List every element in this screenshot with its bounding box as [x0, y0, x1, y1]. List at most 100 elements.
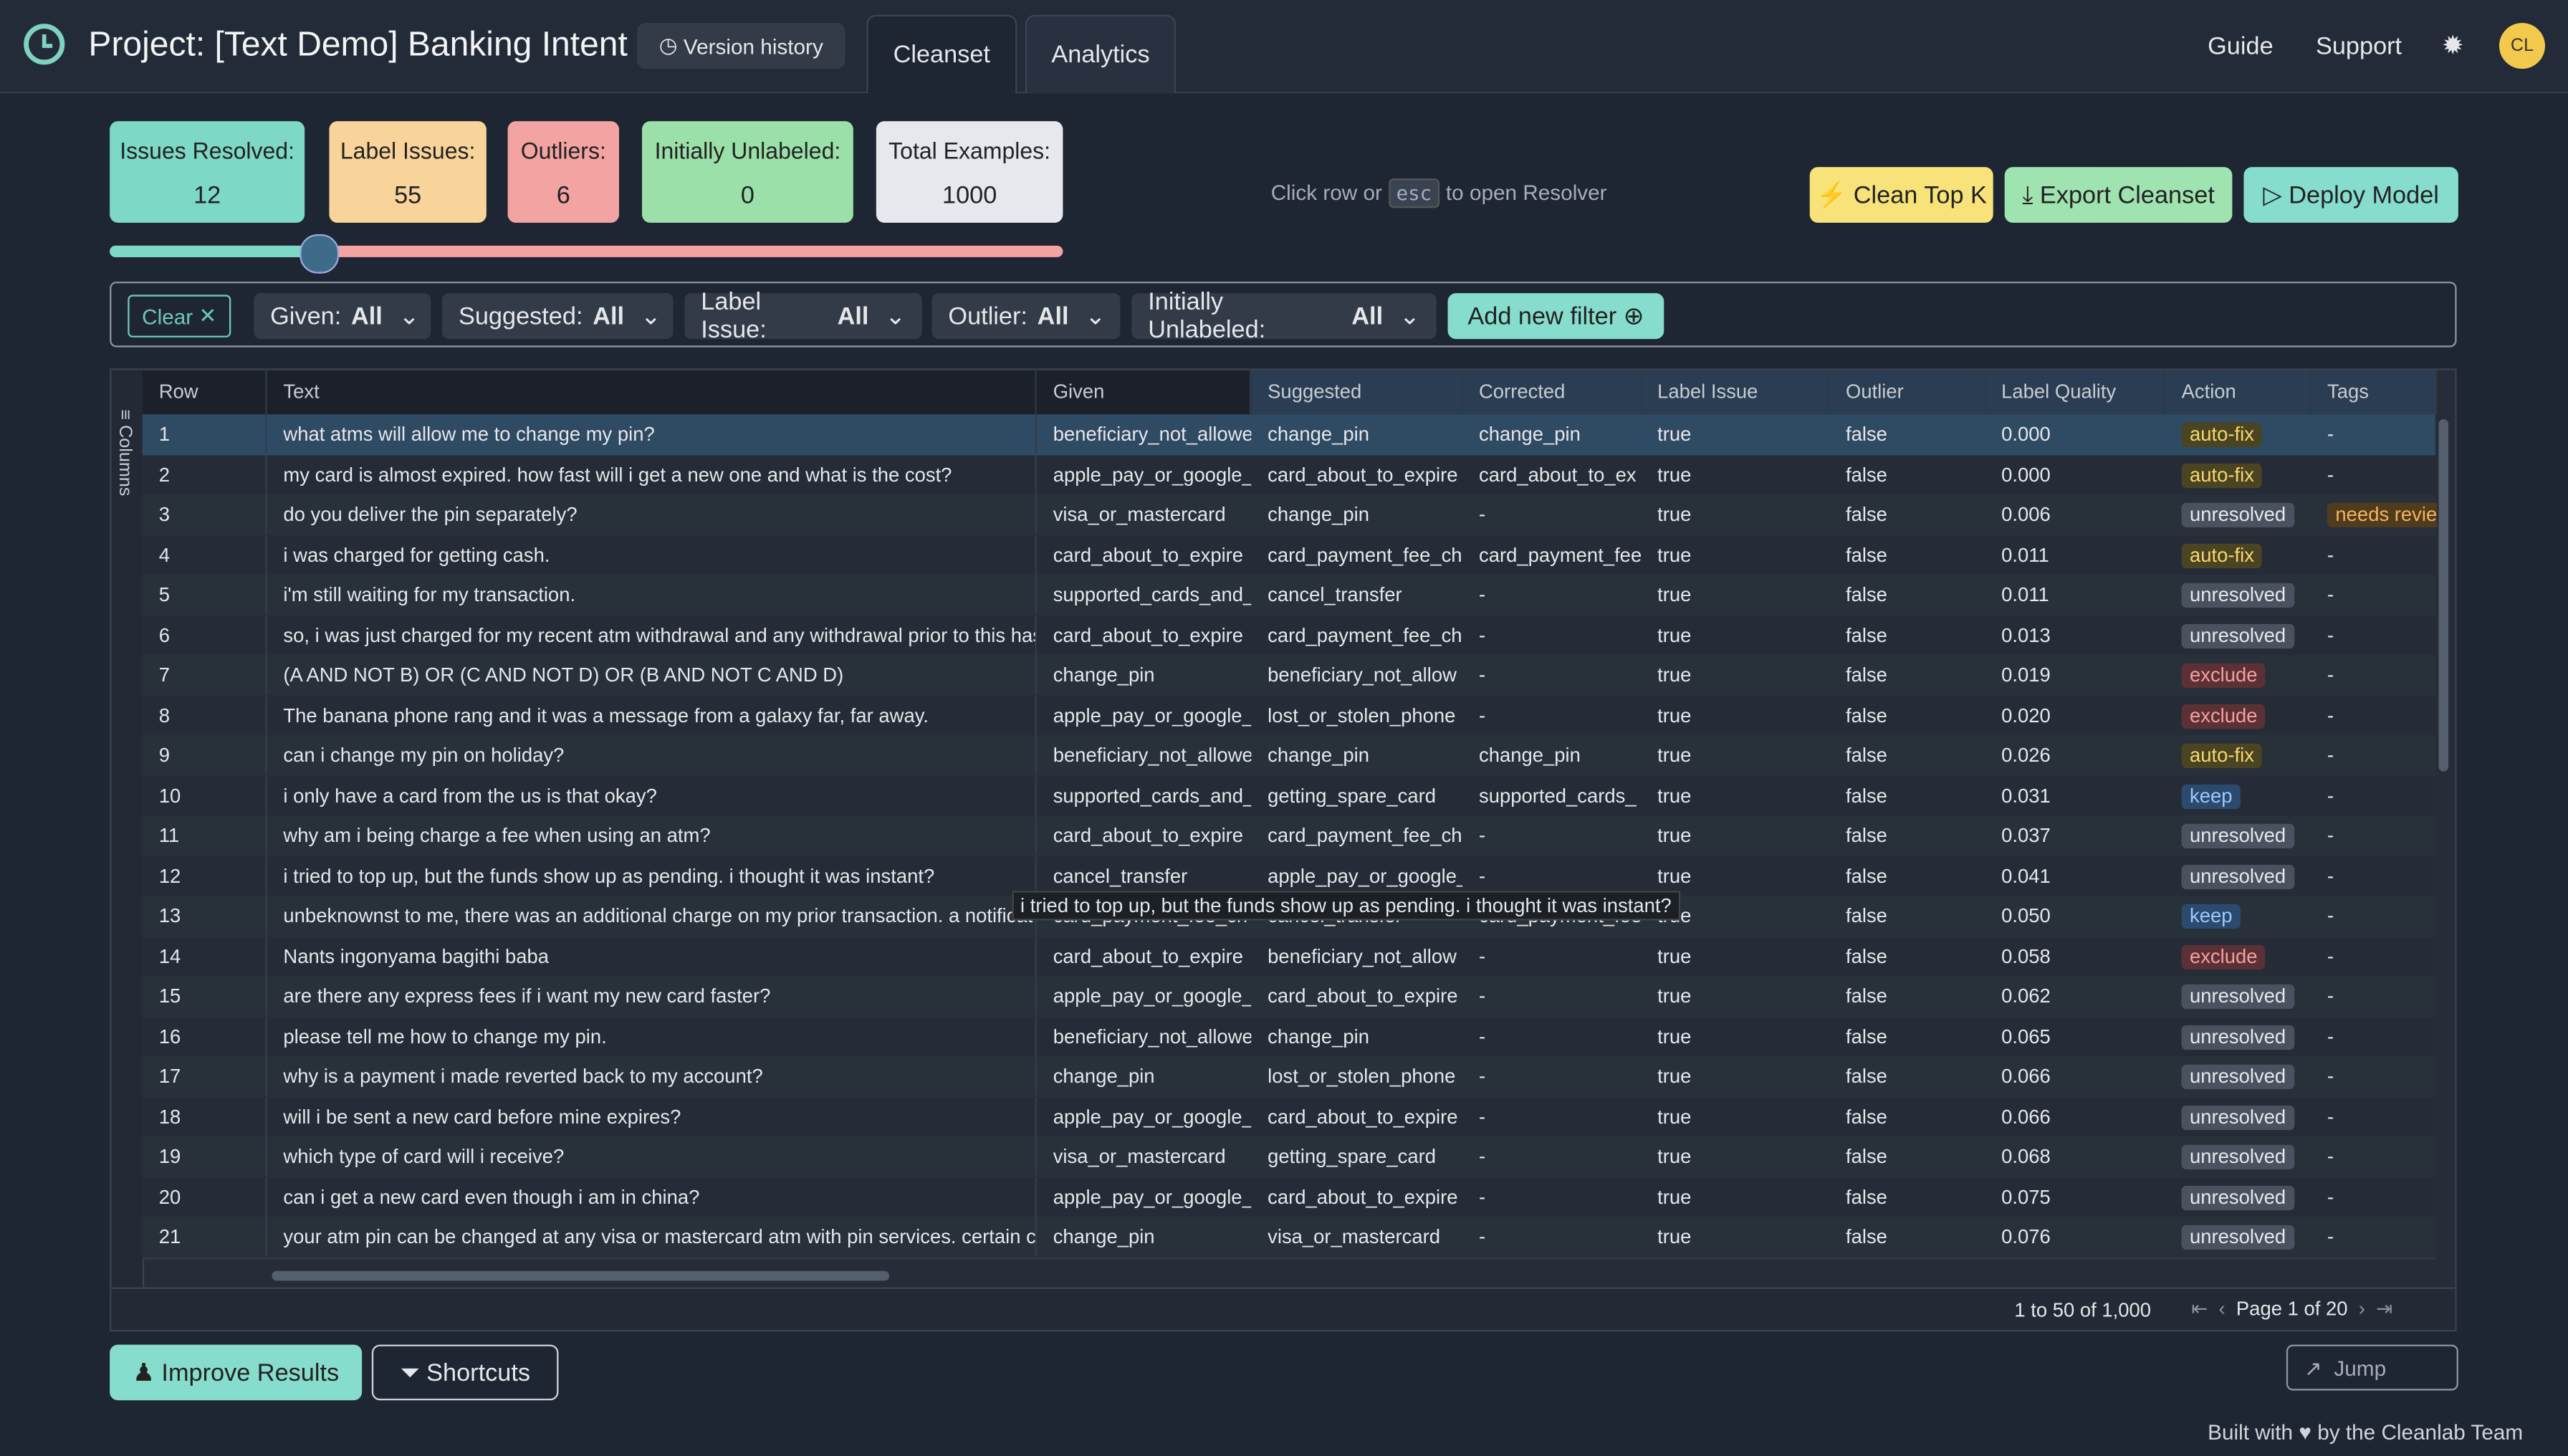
table-cell: - — [1478, 1024, 1486, 1048]
table-cell: keep — [2165, 896, 2311, 935]
table-cell: 12 — [143, 856, 267, 896]
tab[interactable]: Analytics — [1025, 14, 1177, 94]
table-row[interactable] — [142, 535, 2435, 577]
table-cell: 20 — [143, 1177, 267, 1217]
filter[interactable]: Initially Unlabeled: All ⌄ — [1131, 288, 1437, 344]
nav-link[interactable]: Guide — [2208, 32, 2274, 61]
column-header[interactable]: Given — [1036, 370, 1252, 415]
column-header[interactable]: Text — [267, 370, 1037, 415]
table-cell: false — [1845, 502, 1887, 526]
table-cell: 0.037 — [2001, 823, 2051, 847]
column-header[interactable]: Corrected — [1462, 370, 1642, 415]
table-cell: false — [1845, 823, 1887, 847]
h-scrollbar[interactable] — [272, 1270, 890, 1281]
action-badge: unresolved — [2181, 984, 2294, 1009]
improve-results[interactable]: ♟ Improve Results — [110, 1344, 363, 1401]
table-cell: - — [2327, 1184, 2334, 1208]
table-cell: 10 — [143, 775, 267, 815]
column-header[interactable]: Label Quality — [1985, 370, 2165, 415]
table-cell: 16 — [143, 1016, 267, 1056]
pager[interactable]: ⇤ ‹ Page 1 of 20 › ⇥ — [2191, 1297, 2393, 1321]
table-cell: true — [1657, 462, 1692, 486]
version-history[interactable]: ◷ Version history — [637, 22, 845, 69]
avatar[interactable]: CL — [2498, 22, 2545, 69]
table-cell: change_pin — [1053, 1225, 1155, 1248]
filter[interactable]: Suggested: All ⌄ — [442, 293, 674, 340]
table-cell: 19 — [143, 1136, 267, 1177]
stat-card: Total Examples: 1000 — [876, 121, 1063, 223]
column-header[interactable]: Suggested — [1251, 370, 1463, 415]
table-cell: true — [1657, 1225, 1692, 1248]
jump-input[interactable]: ↗ Jump — [2286, 1344, 2458, 1391]
key: esc — [1388, 178, 1440, 209]
table-cell: - — [2327, 984, 2334, 1007]
table-cell: 17 — [143, 1056, 267, 1096]
table-row[interactable] — [142, 575, 2435, 617]
table-cell: true — [1657, 663, 1692, 686]
table-cell: unresolved — [2165, 494, 2311, 534]
column-header[interactable]: Outlier — [1829, 370, 1985, 415]
table-row[interactable] — [142, 1217, 2435, 1259]
table-cell: 0.000 — [2001, 462, 2051, 486]
table-cell: unresolved — [2165, 615, 2311, 654]
table-cell: beneficiary_not_allowe — [1053, 1024, 1252, 1048]
stat-value: 55 — [394, 181, 422, 210]
nav-link[interactable]: Support — [2315, 32, 2402, 61]
table-row[interactable] — [142, 655, 2435, 697]
action-badge: auto-fix — [2181, 542, 2263, 567]
column-header[interactable]: Row — [142, 370, 267, 415]
table-cell: true — [1657, 783, 1692, 807]
v-scrollbar[interactable] — [2438, 419, 2449, 772]
theme-toggle[interactable]: ✹ — [2441, 32, 2464, 61]
column-header[interactable]: Tags — [2311, 370, 2438, 415]
table-row[interactable] — [142, 815, 2435, 858]
table-cell: unresolved — [2165, 1217, 2311, 1256]
export-cleanset[interactable]: ⤓ Export Cleanset — [2004, 167, 2233, 223]
table-cell: so, i was just charged for my recent atm… — [267, 615, 1037, 655]
table-cell: 9 — [143, 735, 267, 775]
button-label: Clean Top K — [1853, 181, 1987, 209]
table-cell: can i get a new card even though i am in… — [267, 1177, 1037, 1217]
table-cell: - — [2327, 1024, 2334, 1048]
table-cell: - — [1478, 663, 1486, 686]
shortcuts[interactable]: ⏷ Shortcuts — [371, 1344, 559, 1401]
table-cell: - — [2327, 462, 2334, 486]
table-cell: - — [2327, 703, 2334, 727]
button-label: Export Cleanset — [2039, 181, 2215, 209]
add-filter[interactable]: Add new filter ⊕ — [1447, 293, 1664, 340]
table-cell: auto-fix — [2165, 454, 2311, 494]
table-cell: auto-fix — [2165, 535, 2311, 574]
deploy-model[interactable]: ▷ Deploy Model — [2243, 167, 2458, 223]
table-cell: - — [2327, 944, 2334, 967]
table-cell: unresolved — [2165, 1056, 2311, 1096]
table-cell: card_about_to_expire — [1053, 542, 1244, 566]
table-row[interactable] — [142, 615, 2435, 657]
filter[interactable]: Given: All ⌄ — [254, 293, 431, 340]
action-badge: auto-fix — [2181, 422, 2263, 447]
table-row[interactable] — [142, 494, 2435, 537]
clean-top-k[interactable]: ⚡ Clean Top K — [1809, 167, 1993, 223]
column-header[interactable]: Action — [2165, 370, 2311, 415]
column-header[interactable]: Label Issue — [1641, 370, 1830, 415]
filter-name: Suggested: — [458, 302, 583, 330]
progress-handle[interactable] — [300, 234, 340, 274]
table-cell: unresolved — [2165, 815, 2311, 855]
filter[interactable]: Label Issue: All ⌄ — [684, 288, 922, 344]
table-row[interactable] — [142, 1177, 2435, 1219]
progress-track — [110, 245, 1063, 257]
table-cell: true — [1657, 703, 1692, 727]
table-cell: 0.066 — [2001, 1104, 2051, 1128]
table-cell: change_pin — [1268, 422, 1369, 446]
filter[interactable]: Outlier: All ⌄ — [931, 293, 1121, 340]
table-row[interactable] — [142, 414, 2435, 456]
table-cell: - — [2327, 743, 2334, 767]
table-cell: - — [1478, 863, 1486, 887]
table-cell: true — [1657, 823, 1692, 847]
table-cell: 0.068 — [2001, 1144, 2051, 1168]
tab[interactable]: Cleanset — [866, 14, 1017, 94]
clear-filters[interactable]: Clear ✕ — [128, 294, 231, 337]
project-title: Project: [Text Demo] Banking Intent — [88, 26, 628, 64]
columns-toggle[interactable]: ≡ Columns — [114, 409, 135, 497]
table-cell: keep — [2165, 775, 2311, 815]
